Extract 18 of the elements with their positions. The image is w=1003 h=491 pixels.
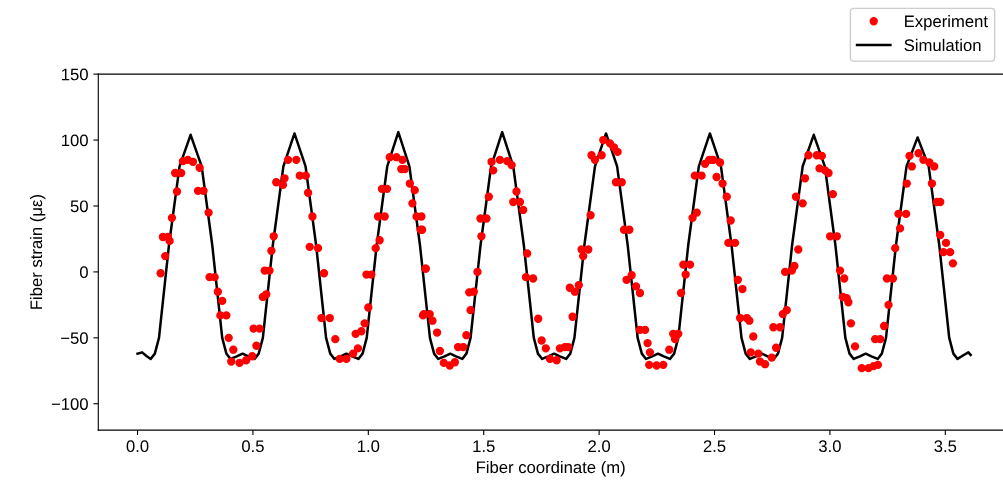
y-tick-label: −50 — [61, 332, 88, 345]
y-tick-label: 50 — [70, 200, 88, 213]
x-tick-label: 3.0 — [818, 440, 841, 453]
x-tick-label: 3.5 — [934, 440, 957, 453]
y-tick-label: 100 — [62, 134, 88, 147]
y-tick-label: 0 — [79, 266, 88, 279]
legend-label: Experiment — [905, 15, 988, 31]
x-tick-label: 2.0 — [588, 440, 611, 453]
y-tick-label: 150 — [62, 68, 88, 81]
x-tick-label: 0.0 — [126, 440, 149, 453]
x-tick-label: 2.5 — [703, 440, 726, 453]
x-tick-label: 1.5 — [473, 440, 495, 453]
x-axis-title: Fiber coordinate (m) — [477, 460, 625, 477]
y-axis-title: Fiber strain (με) — [29, 195, 46, 309]
x-tick-label: 1.0 — [358, 440, 380, 453]
y-tick-label: −100 — [51, 398, 88, 410]
x-tick-label: 0.5 — [241, 440, 264, 453]
legend-label: Simulation — [904, 38, 981, 52]
